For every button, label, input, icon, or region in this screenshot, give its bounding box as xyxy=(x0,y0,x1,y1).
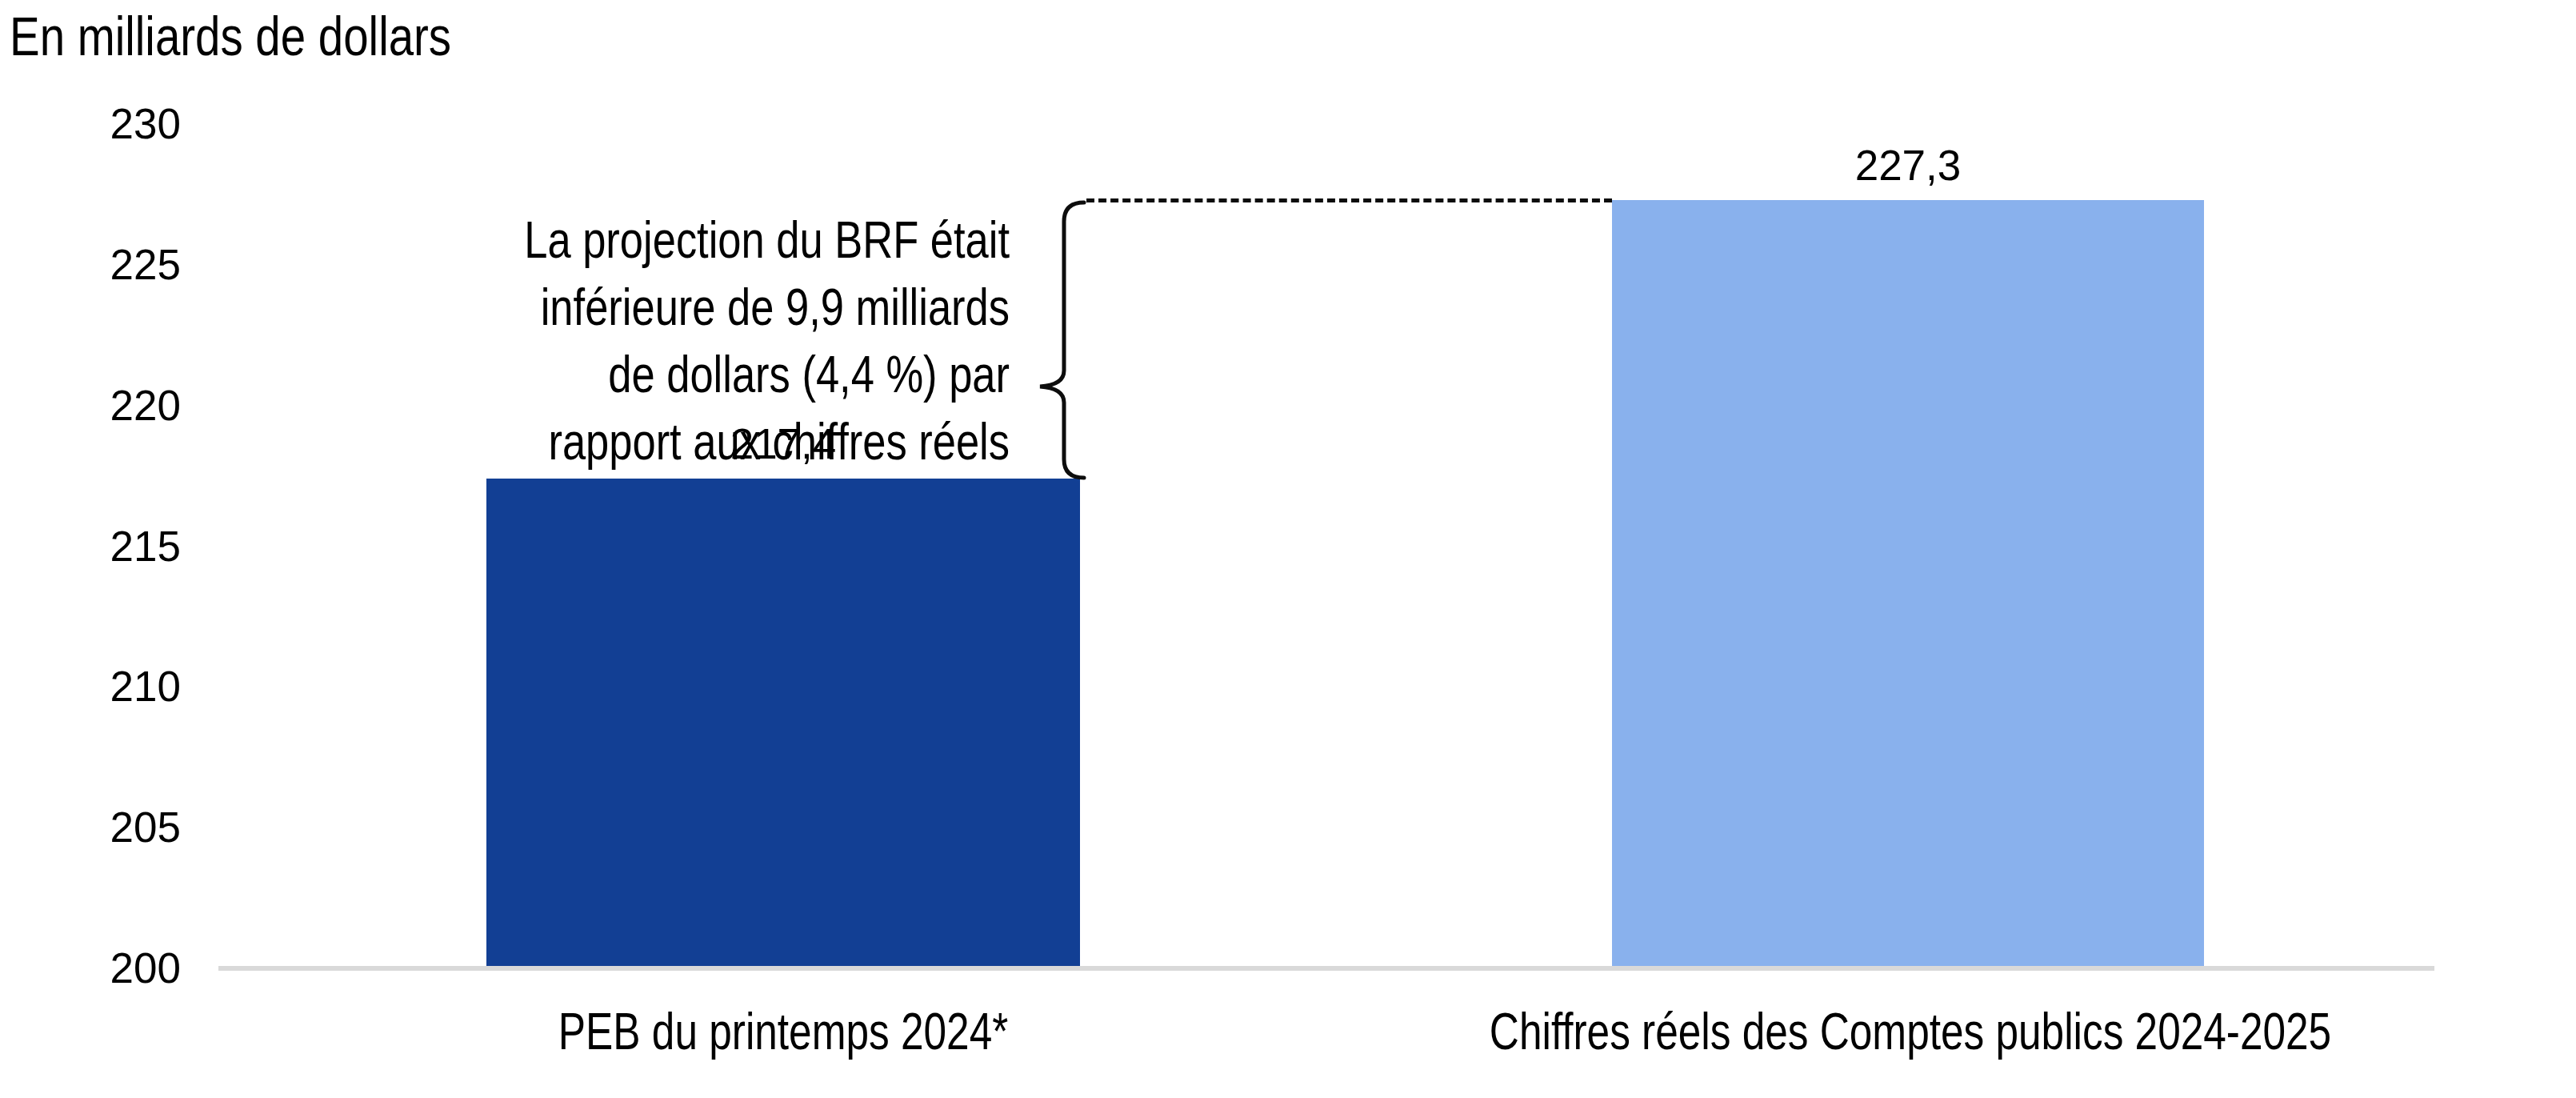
bar-chart: En milliards de dollars 230 225 220 215 … xyxy=(0,0,2576,1098)
y-tick-205: 205 xyxy=(24,803,181,852)
y-tick-215: 215 xyxy=(24,522,181,571)
dashed-connector-line xyxy=(1086,198,1612,202)
bar-slot-chiffres-reels: 227,3 xyxy=(1612,124,2204,968)
bar-value-chiffres-reels: 227,3 xyxy=(1612,141,2204,190)
chart-units-title: En milliards de dollars xyxy=(10,5,451,67)
y-tick-230: 230 xyxy=(24,99,181,149)
annotation-line: inférieure de 9,9 milliards xyxy=(444,274,1010,341)
annotation-line: rapport aux chiffres réels xyxy=(444,408,1010,475)
y-tick-225: 225 xyxy=(24,240,181,290)
bar-peb-printemps-2024 xyxy=(486,479,1080,968)
bar-chiffres-reels-2024-2025 xyxy=(1612,200,2204,968)
x-label-chiffres-reels: Chiffres réels des Comptes publics 2024-… xyxy=(1490,1002,2331,1061)
y-tick-210: 210 xyxy=(24,662,181,711)
x-label-peb-printemps-2024: PEB du printemps 2024* xyxy=(558,1002,1008,1061)
y-tick-200: 200 xyxy=(24,944,181,993)
y-tick-220: 220 xyxy=(24,381,181,431)
annotation-line: de dollars (4,4 %) par xyxy=(444,341,1010,408)
annotation-text: La projection du BRF était inférieure de… xyxy=(444,206,1010,475)
annotation-line: La projection du BRF était xyxy=(444,206,1010,274)
difference-brace-icon xyxy=(1034,199,1086,481)
x-axis-line xyxy=(218,966,2434,971)
